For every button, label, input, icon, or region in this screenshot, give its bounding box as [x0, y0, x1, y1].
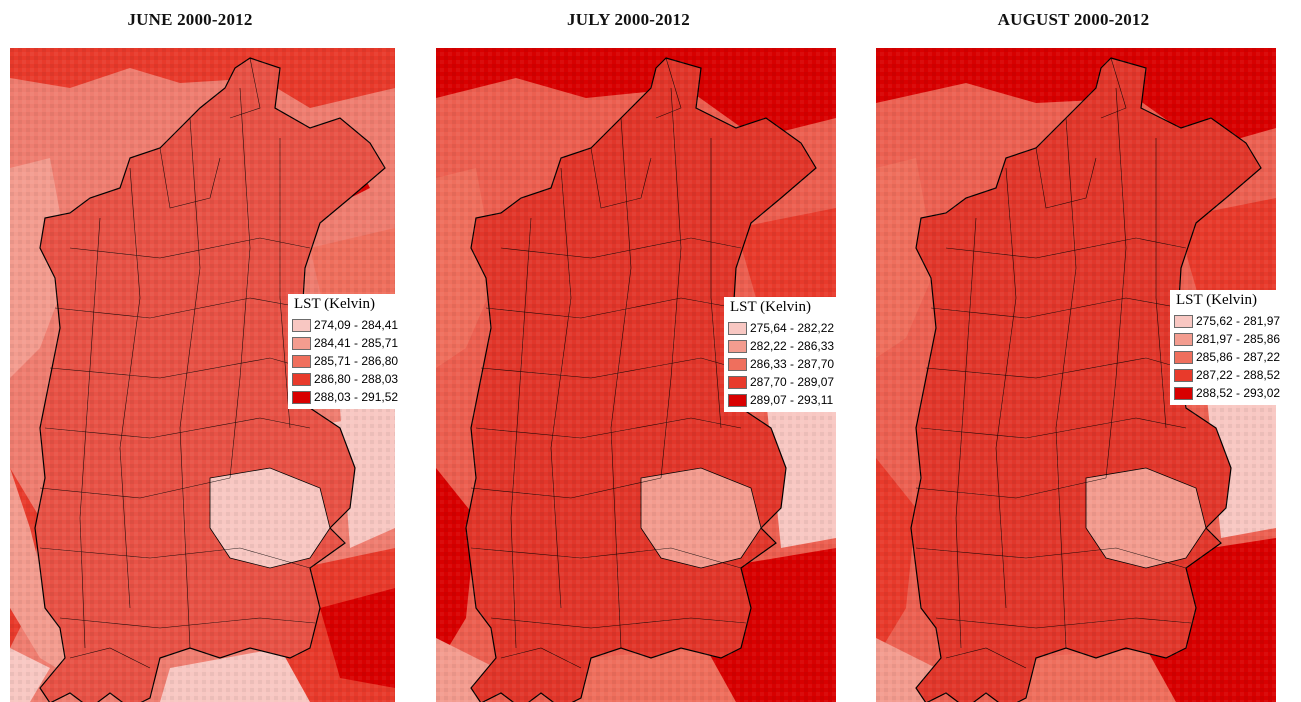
legend-swatch [292, 372, 311, 386]
panel-title: JULY 2000-2012 [567, 10, 690, 29]
legend-item: 289,07 - 293,11 [728, 391, 834, 409]
legend-title: LST (Kelvin) [1176, 292, 1257, 308]
legend-label: 275,62 - 281,97 [1196, 314, 1281, 328]
legend-swatch [292, 354, 311, 368]
legend-label: 286,33 - 287,70 [750, 357, 835, 371]
legend-item: 275,62 - 281,97 [1174, 312, 1280, 330]
map-legend: LST (Kelvin) 275,64 - 282,22 282,22 - 28… [724, 297, 839, 412]
legend-swatch [292, 318, 311, 332]
map-panel-june: JUNE 2000-2012 [0, 0, 420, 702]
legend-swatch [1174, 314, 1193, 328]
legend-item: 287,70 - 289,07 [728, 373, 834, 391]
legend-item: 288,52 - 293,02 [1174, 384, 1280, 402]
legend-swatch [292, 336, 311, 350]
legend-item: 281,97 - 285,86 [1174, 330, 1280, 348]
legend-label: 288,03 - 291,52 [314, 390, 399, 404]
legend-swatch [728, 357, 747, 371]
map-legend: LST (Kelvin) 275,62 - 281,97 281,97 - 28… [1170, 290, 1285, 405]
legend-title: LST (Kelvin) [294, 296, 375, 312]
legend-label: 286,80 - 288,03 [314, 372, 399, 386]
legend-item: 274,09 - 284,41 [292, 316, 398, 334]
legend-swatch [728, 339, 747, 353]
legend-label: 287,22 - 288,52 [1196, 368, 1281, 382]
map-panel-july: JULY 2000-2012 [436, 0, 856, 702]
map-legend: LST (Kelvin) 274,09 - 284,41 284,41 - 28… [288, 294, 403, 409]
legend-item: 284,41 - 285,71 [292, 334, 398, 352]
legend-label: 282,22 - 286,33 [750, 339, 835, 353]
legend-label: 274,09 - 284,41 [314, 318, 399, 332]
legend-label: 284,41 - 285,71 [314, 336, 399, 350]
panel-title: JUNE 2000-2012 [127, 10, 253, 29]
legend-swatch [1174, 368, 1193, 382]
map-panel-august: AUGUST 2000-2012 [876, 0, 1301, 702]
panel-title: AUGUST 2000-2012 [997, 10, 1150, 29]
legend-label: 288,52 - 293,02 [1196, 386, 1281, 400]
legend-title: LST (Kelvin) [730, 299, 811, 315]
legend-item: 287,22 - 288,52 [1174, 366, 1280, 384]
legend-item: 288,03 - 291,52 [292, 388, 398, 406]
legend-label: 281,97 - 285,86 [1196, 332, 1281, 346]
legend-swatch [1174, 350, 1193, 364]
legend-label: 275,64 - 282,22 [750, 321, 835, 335]
legend-item: 285,71 - 286,80 [292, 352, 398, 370]
legend-item: 286,80 - 288,03 [292, 370, 398, 388]
legend-swatch [292, 390, 311, 404]
legend-swatch [728, 393, 747, 407]
legend-label: 287,70 - 289,07 [750, 375, 835, 389]
legend-swatch [728, 321, 747, 335]
legend-swatch [1174, 332, 1193, 346]
legend-swatch [1174, 386, 1193, 400]
legend-swatch [728, 375, 747, 389]
legend-item: 285,86 - 287,22 [1174, 348, 1280, 366]
legend-item: 282,22 - 286,33 [728, 337, 834, 355]
legend-item: 286,33 - 287,70 [728, 355, 834, 373]
legend-label: 285,71 - 286,80 [314, 354, 399, 368]
legend-item: 275,64 - 282,22 [728, 319, 834, 337]
lst-raster-map [10, 48, 395, 702]
legend-label: 285,86 - 287,22 [1196, 350, 1281, 364]
legend-label: 289,07 - 293,11 [750, 393, 834, 407]
